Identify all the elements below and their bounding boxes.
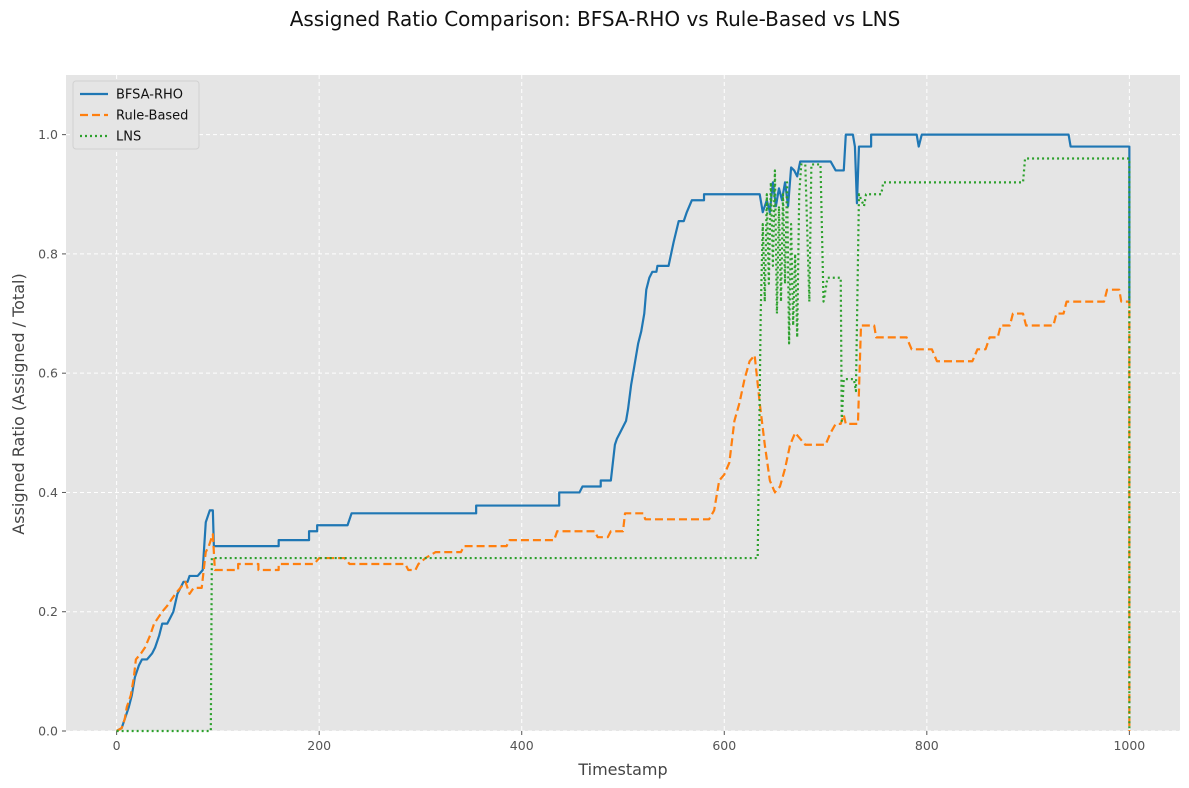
x-tick-label: 200 bbox=[307, 738, 331, 753]
x-tick-label: 400 bbox=[510, 738, 534, 753]
legend-label: BFSA-RHO bbox=[116, 88, 183, 103]
x-tick-label: 800 bbox=[915, 738, 939, 753]
y-axis-label: Assigned Ratio (Assigned / Total) bbox=[9, 273, 28, 534]
x-tick-label: 1000 bbox=[1113, 738, 1145, 753]
legend-label: Rule-Based bbox=[116, 109, 188, 124]
x-tick-label: 600 bbox=[712, 738, 736, 753]
y-tick-label: 0.6 bbox=[38, 366, 58, 381]
x-ticks: 0 200 400 600 800 1000 bbox=[113, 731, 1145, 753]
legend-label: LNS bbox=[116, 130, 141, 145]
y-tick-label: 0.0 bbox=[38, 724, 58, 739]
legend-box bbox=[72, 80, 200, 150]
y-tick-label: 0.8 bbox=[38, 246, 58, 261]
y-tick-label: 0.2 bbox=[38, 604, 58, 619]
series-lines bbox=[116, 133, 1131, 733]
series-line-lns bbox=[116, 157, 1131, 733]
y-tick-label: 0.4 bbox=[38, 485, 58, 500]
y-ticks: 0.0 0.2 0.4 0.6 0.8 1.0 bbox=[38, 127, 66, 739]
y-tick-label: 1.0 bbox=[38, 127, 58, 142]
grid bbox=[66, 75, 1180, 732]
plot-area bbox=[66, 75, 1180, 731]
legend: BFSA-RHO Rule-Based LNS bbox=[72, 80, 200, 150]
x-axis-label: Timestamp bbox=[577, 760, 667, 779]
x-tick-label: 0 bbox=[113, 738, 121, 753]
series-line-rule-based bbox=[116, 288, 1131, 732]
chart-title: Assigned Ratio Comparison: BFSA-RHO vs R… bbox=[290, 7, 901, 31]
